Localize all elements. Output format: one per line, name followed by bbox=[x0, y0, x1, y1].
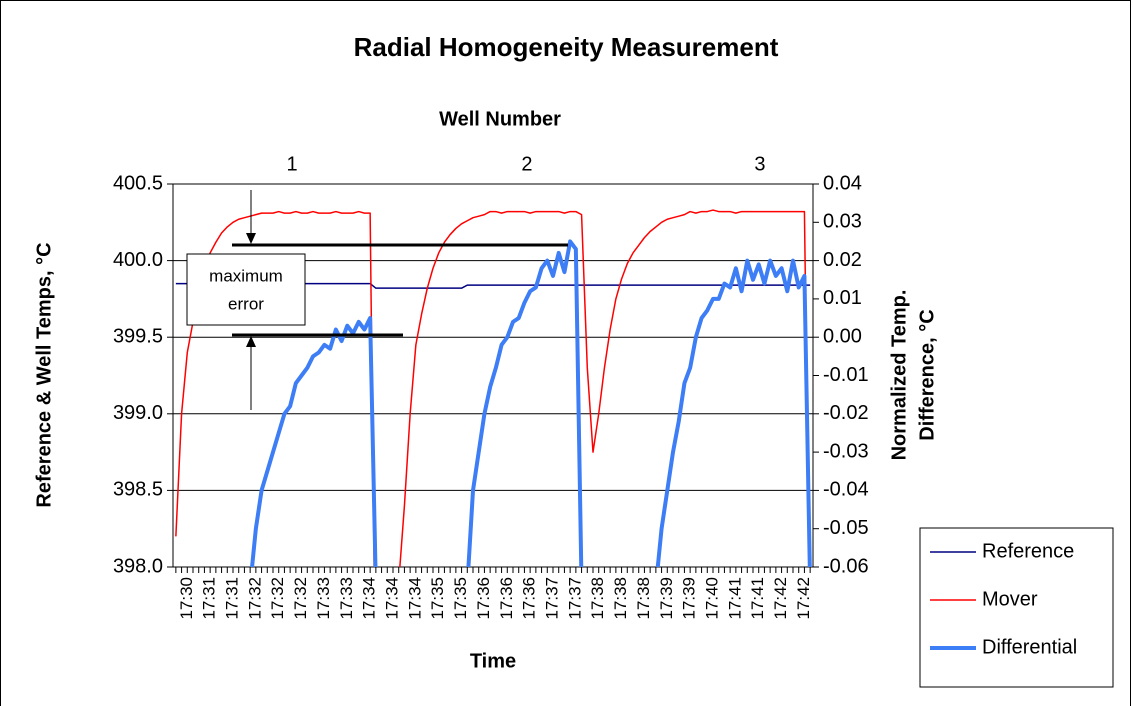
x-tick-label: 17:36 bbox=[497, 577, 516, 620]
legend-box bbox=[919, 527, 1114, 688]
x-tick-label: 17:39 bbox=[680, 577, 699, 620]
x-tick-label: 17:38 bbox=[588, 577, 607, 620]
y2-tick-label: -0.06 bbox=[823, 555, 869, 577]
y-tick-label: 400.0 bbox=[113, 249, 163, 271]
x-tick-label: 17:38 bbox=[611, 577, 630, 620]
top-axis-label: 2 bbox=[521, 153, 532, 175]
legend-label: Reference bbox=[982, 540, 1074, 562]
annotation-text: error bbox=[228, 294, 264, 313]
x-tick-label: 17:30 bbox=[177, 577, 196, 620]
plot-border bbox=[172, 183, 814, 568]
x-tick-label: 17:33 bbox=[337, 577, 356, 620]
x-tick-label: 17:32 bbox=[291, 577, 310, 620]
y2-tick-label: -0.05 bbox=[823, 517, 869, 539]
y-tick-label: 399.5 bbox=[113, 325, 163, 347]
x-tick-label: 17:37 bbox=[565, 577, 584, 620]
y-tick-label: 398.5 bbox=[113, 479, 163, 501]
series-line bbox=[175, 209, 810, 567]
annotation-text: maximum bbox=[209, 266, 283, 285]
x-tick-label: 17:39 bbox=[657, 577, 676, 620]
annotation-box bbox=[186, 253, 306, 326]
y2-tick-label: -0.04 bbox=[823, 479, 869, 501]
x-tick-label: 17:37 bbox=[542, 577, 561, 620]
top-axis-label: 1 bbox=[286, 153, 297, 175]
y2-tick-label: -0.03 bbox=[823, 440, 869, 462]
legend-label: Differential bbox=[982, 636, 1077, 658]
series-line bbox=[250, 239, 812, 567]
x-tick-label: 17:38 bbox=[634, 577, 653, 620]
x-tick-label: 17:34 bbox=[405, 577, 424, 620]
y2-tick-label: 0.02 bbox=[823, 249, 862, 271]
x-tick-label: 17:42 bbox=[771, 577, 790, 620]
x-tick-label: 17:41 bbox=[725, 577, 744, 620]
x-tick-label: 17:35 bbox=[428, 577, 447, 620]
x-tick-label: 17:36 bbox=[474, 577, 493, 620]
x-tick-label: 17:40 bbox=[702, 577, 721, 620]
x-tick-label: 17:42 bbox=[794, 577, 813, 620]
y2-tick-label: 0.03 bbox=[823, 211, 862, 233]
y-axis-title: Reference & Well Temps, °C bbox=[33, 242, 55, 507]
x-tick-label: 17:35 bbox=[451, 577, 470, 620]
y2-axis-title: Normalized Temp. bbox=[888, 290, 910, 461]
x-tick-label: 17:32 bbox=[245, 577, 264, 620]
y2-tick-label: 0.04 bbox=[823, 172, 862, 194]
top-axis-label: 3 bbox=[754, 153, 765, 175]
y2-tick-label: -0.02 bbox=[823, 402, 869, 424]
y-tick-label: 400.5 bbox=[113, 172, 163, 194]
arrow-head bbox=[246, 233, 256, 244]
legend-label: Mover bbox=[982, 588, 1038, 610]
y2-axis-title: Difference, °C bbox=[916, 309, 938, 440]
y-tick-label: 398.0 bbox=[113, 555, 163, 577]
arrow-head bbox=[246, 336, 256, 347]
x-tick-label: 17:33 bbox=[314, 577, 333, 620]
x-tick-label: 17:31 bbox=[222, 577, 241, 620]
x-tick-label: 17:32 bbox=[268, 577, 287, 620]
x-tick-label: 17:41 bbox=[748, 577, 767, 620]
y2-tick-label: 0.00 bbox=[823, 325, 862, 347]
y2-tick-label: -0.01 bbox=[823, 364, 869, 386]
x-tick-label: 17:34 bbox=[360, 577, 379, 620]
x-axis-title: Time bbox=[470, 650, 516, 672]
x-tick-label: 17:31 bbox=[200, 577, 219, 620]
x-tick-label: 17:34 bbox=[382, 577, 401, 620]
y-tick-label: 399.0 bbox=[113, 402, 163, 424]
top-axis-title: Well Number bbox=[439, 108, 561, 130]
y2-tick-label: 0.01 bbox=[823, 287, 862, 309]
x-tick-label: 17:36 bbox=[520, 577, 539, 620]
chart-title: Radial Homogeneity Measurement bbox=[354, 32, 779, 62]
